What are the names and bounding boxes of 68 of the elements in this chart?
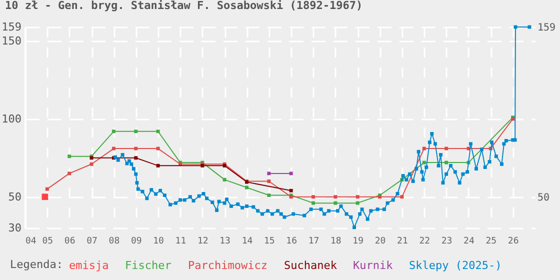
x-tick-label: 14 — [242, 236, 253, 246]
point — [156, 146, 160, 150]
x-tick-label: 26 — [508, 236, 519, 246]
x-tick-label: 04 — [26, 236, 36, 246]
text: Suchanek — [284, 258, 338, 272]
point — [68, 154, 72, 158]
point — [289, 188, 293, 192]
x-tick-label: 22 — [419, 236, 430, 246]
x-tick-label: 25 — [486, 236, 497, 246]
x-tick-label: 18 — [330, 236, 342, 246]
x-tick-label: 09 — [130, 236, 142, 246]
x-tick-label: 21 — [397, 236, 408, 246]
point — [422, 160, 426, 164]
point — [42, 194, 48, 200]
x-tick-label: 12 — [197, 236, 208, 246]
x-tick-label: 17 — [308, 236, 320, 246]
point — [267, 180, 271, 183]
point — [156, 130, 160, 134]
point — [156, 164, 160, 168]
point — [134, 146, 138, 150]
y-tick-label: 50 — [8, 190, 22, 204]
point — [312, 195, 315, 199]
point — [422, 146, 426, 150]
point — [134, 156, 138, 160]
y-tick-label: 150 — [2, 34, 22, 48]
point — [45, 187, 49, 191]
y-tick-label: 30 — [8, 222, 22, 234]
x-tick-label: 19 — [352, 236, 364, 246]
x-tick-label: 05 — [42, 236, 54, 246]
point — [112, 146, 116, 150]
point — [444, 160, 448, 164]
x-tick-label: 07 — [86, 236, 98, 246]
legend-title: Legenda: — [10, 258, 63, 271]
text: Parchimowicz — [188, 258, 268, 272]
point — [90, 162, 94, 166]
point — [222, 178, 226, 182]
text: Sklepy (2025-) — [409, 258, 502, 272]
text: emisja — [69, 258, 109, 272]
x-tick-label: 20 — [374, 236, 386, 246]
point — [400, 195, 404, 199]
x-tick-label: 13 — [220, 236, 230, 246]
point — [68, 172, 72, 176]
point — [289, 172, 293, 176]
x-tick-label: 11 — [175, 236, 186, 246]
y-tick-label: 100 — [2, 112, 22, 126]
x-tick-label: 16 — [286, 236, 298, 246]
x-tick-label: 08 — [108, 236, 120, 246]
text: Kurnik — [353, 258, 394, 272]
point — [356, 201, 360, 205]
x-tick-label: 15 — [264, 236, 275, 246]
text: Fischer — [125, 258, 172, 272]
x-tick-label: 23 — [441, 236, 452, 246]
x-tick-label: 24 — [464, 236, 474, 246]
y2-tick-label: 159 — [538, 22, 556, 34]
point — [312, 201, 315, 205]
x-tick-label: 10 — [153, 236, 164, 246]
x-tick-label: 06 — [64, 236, 76, 246]
point — [267, 194, 271, 198]
y-tick-label: 159 — [2, 20, 22, 34]
point — [134, 130, 138, 134]
point — [112, 130, 116, 134]
point — [334, 201, 338, 205]
chart-title: 10 zł - Gen. bryg. Stanisław F. Sosabowski (1892-1967) — [5, 0, 363, 12]
point — [444, 146, 448, 150]
point — [334, 195, 338, 199]
point — [267, 172, 271, 176]
point — [356, 195, 360, 199]
y2-tick-label: 50 — [538, 192, 550, 204]
